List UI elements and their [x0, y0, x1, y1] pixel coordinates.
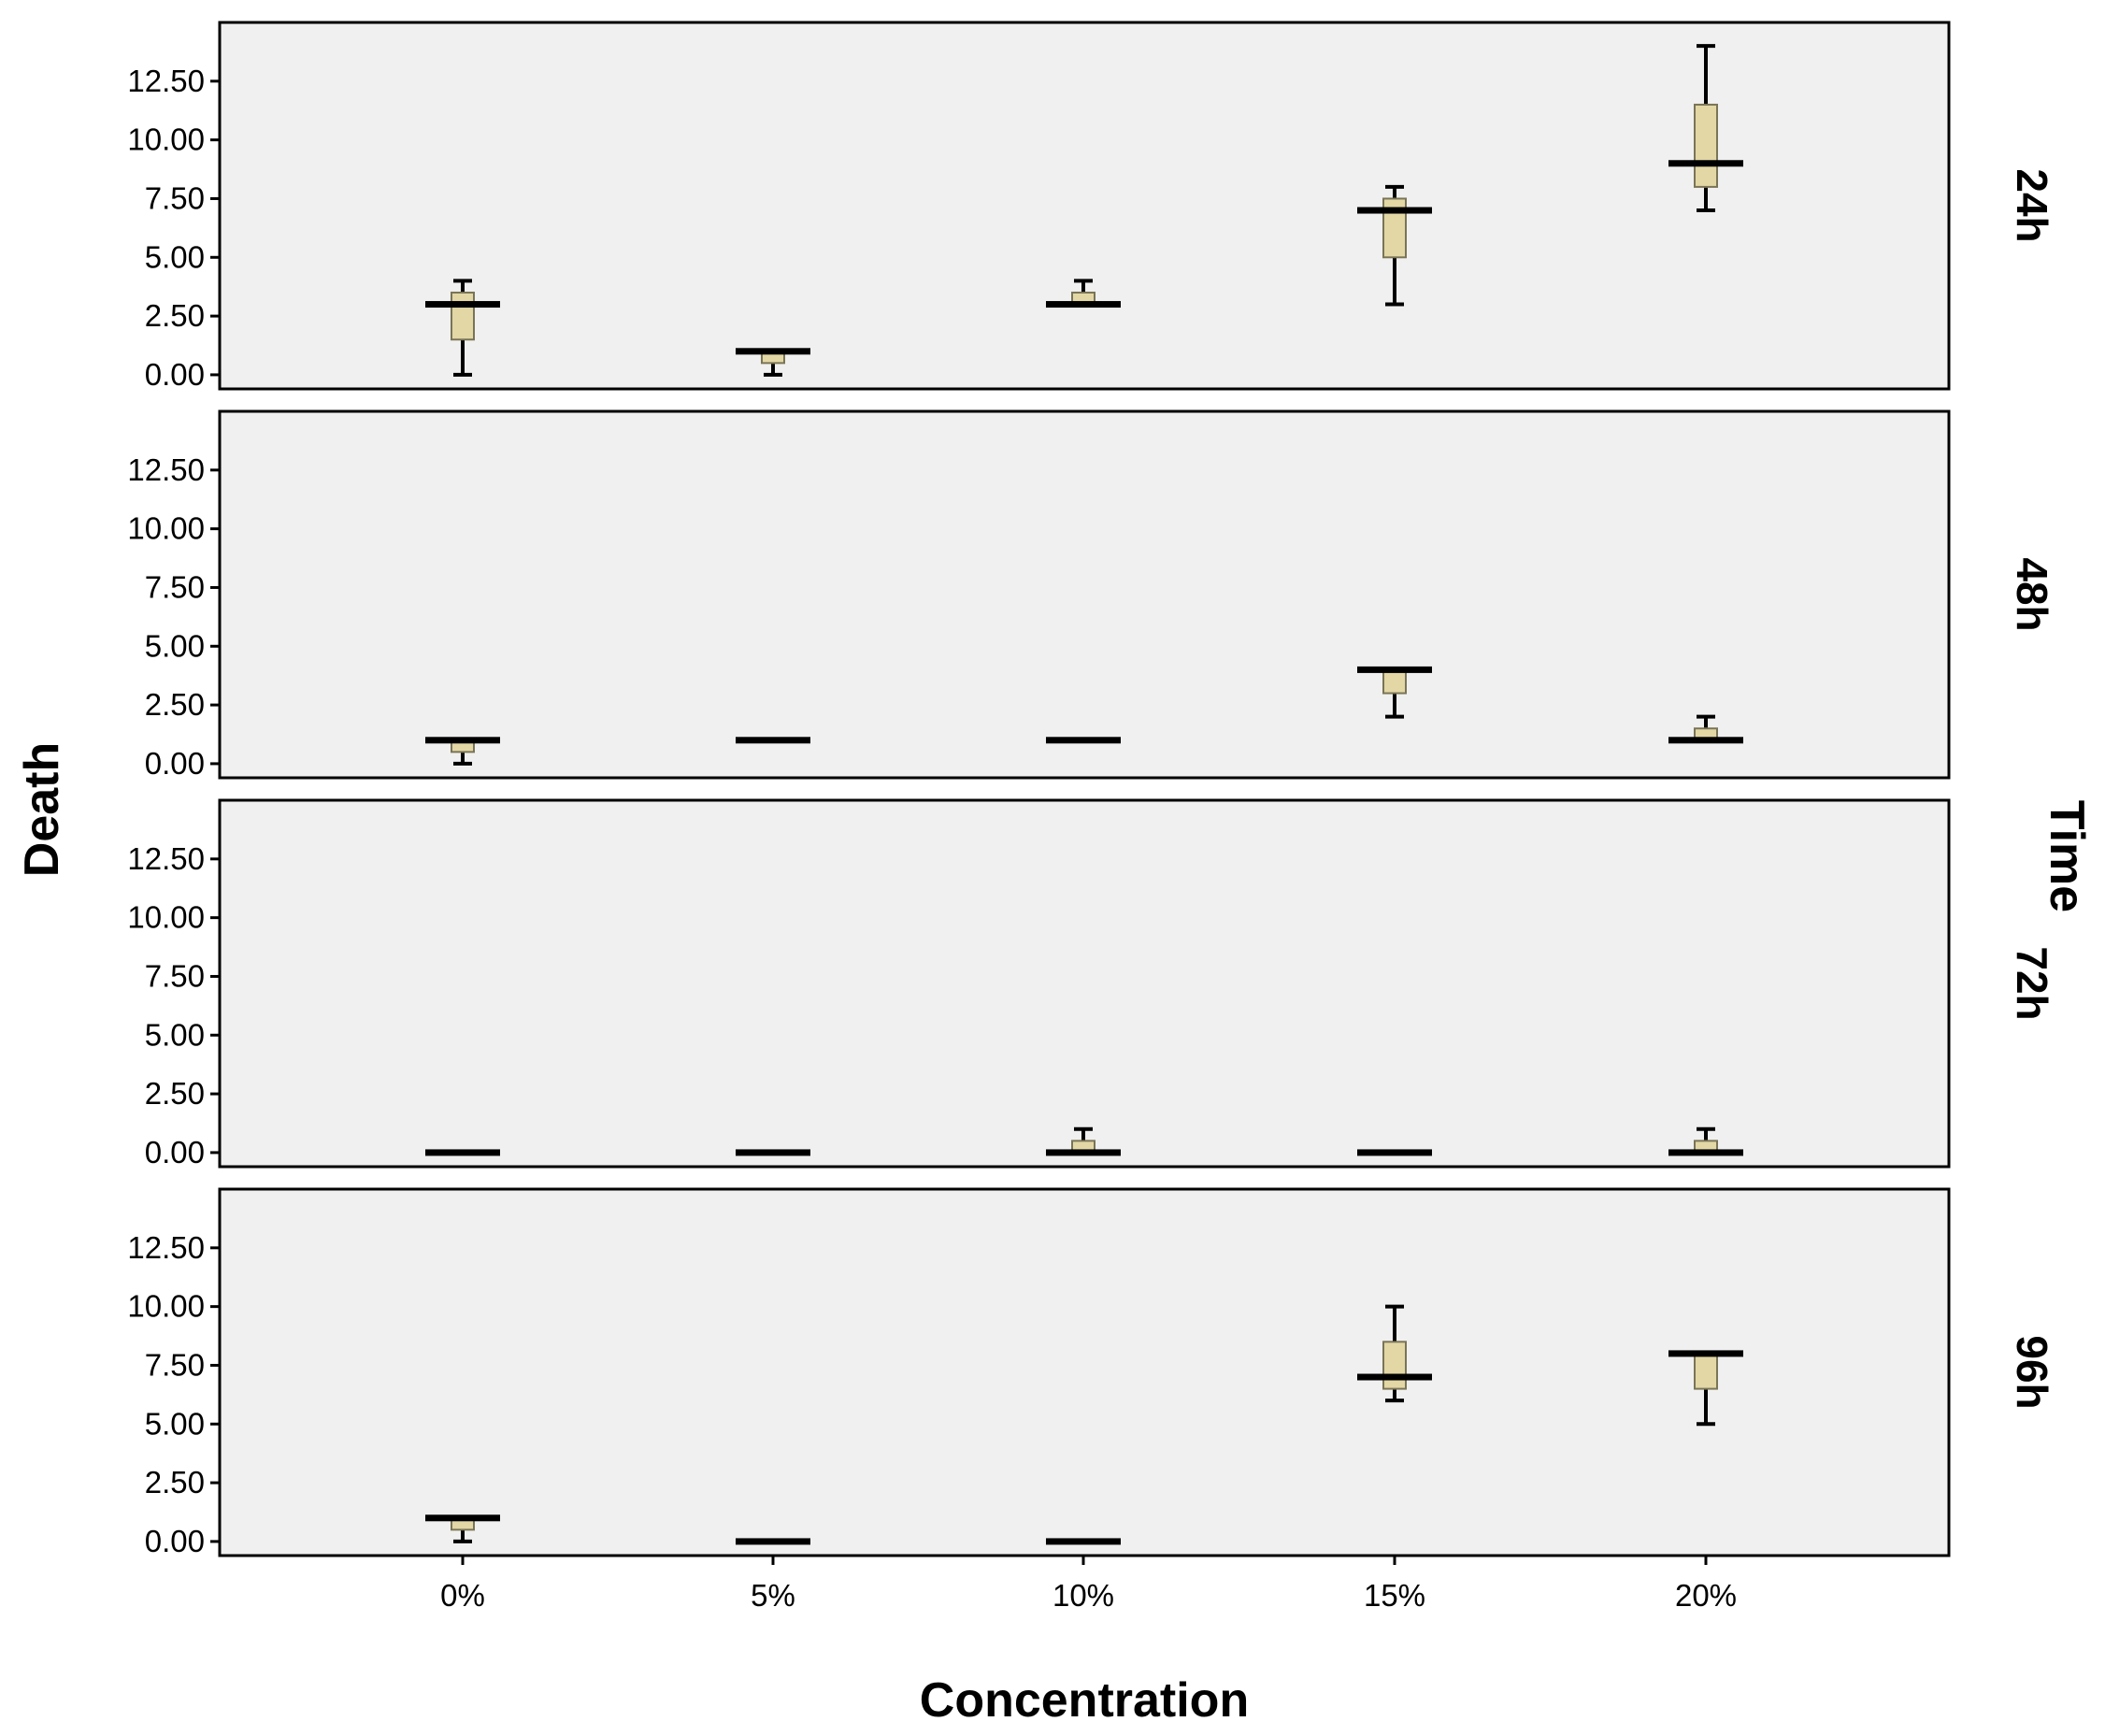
box-20% [1668, 44, 1743, 213]
box-15% [1357, 1304, 1432, 1403]
median-line [425, 301, 500, 308]
x-tick-label: 0% [440, 1578, 485, 1613]
box-5% [736, 1149, 810, 1156]
box-0% [425, 737, 500, 766]
median-line [425, 1149, 500, 1156]
box-15% [1357, 666, 1432, 719]
median-line [1046, 301, 1121, 308]
y-tick-label: 7.50 [145, 1347, 205, 1382]
box-0% [425, 1514, 500, 1543]
panel-frame [218, 21, 1951, 391]
y-tick-label: 7.50 [145, 569, 205, 604]
panel-frame [218, 1187, 1951, 1557]
y-tick-label: 10.00 [127, 1289, 205, 1324]
box-iqr [1694, 1352, 1718, 1390]
median-line [1357, 1373, 1432, 1381]
median-line [1668, 160, 1743, 167]
box-20% [1668, 1126, 1743, 1156]
y-tick-label: 0.00 [145, 1135, 205, 1169]
y-tick-label: 0.00 [145, 357, 205, 392]
box-iqr [1382, 1341, 1407, 1390]
box-5% [736, 1538, 810, 1545]
y-tick-label: 10.00 [127, 511, 205, 546]
panel-label: 96h [2008, 1335, 2056, 1409]
box-5% [736, 737, 810, 744]
box-10% [1046, 1126, 1121, 1156]
median-line [736, 737, 810, 744]
x-axis: 0% 5% 10% 15% 20% [440, 1556, 1737, 1613]
median-line [1668, 1149, 1743, 1156]
y-tick-label: 10.00 [127, 122, 205, 157]
y-tick-label: 5.00 [145, 628, 205, 663]
median-line [1357, 1149, 1432, 1156]
x-tick-label: 5% [751, 1578, 795, 1613]
y-tick-label: 7.50 [145, 180, 205, 215]
y-tick-label: 12.50 [127, 1230, 205, 1265]
y-tick-label: 10.00 [127, 900, 205, 935]
box-0% [425, 1149, 500, 1156]
panel-label: 72h [2008, 946, 2056, 1020]
box-iqr [1694, 103, 1718, 188]
y-tick-label: 2.50 [145, 687, 205, 722]
median-line [1668, 1350, 1743, 1357]
box-iqr [1382, 668, 1407, 695]
y-tick-label: 7.50 [145, 958, 205, 993]
panel-frame [218, 409, 1951, 780]
x-tick-label: 15% [1364, 1578, 1425, 1613]
median-line [1046, 737, 1121, 744]
box-iqr [451, 291, 475, 341]
box-15% [1357, 1149, 1432, 1156]
panel-72h: 0.00 2.50 5.00 7.50 10.00 12.50 72h [127, 798, 2056, 1169]
panel-label: 24h [2008, 168, 2056, 242]
box-20% [1668, 714, 1743, 744]
y-tick-label: 2.50 [145, 1465, 205, 1499]
box-10% [1046, 279, 1121, 308]
panel-frame [218, 798, 1951, 1169]
median-line [425, 1514, 500, 1522]
x-tick-label: 20% [1675, 1578, 1737, 1613]
y-tick-label: 2.50 [145, 1076, 205, 1111]
panels-layer: 0.00 2.50 5.00 7.50 10.00 12.50 24h 0.00 2.50 5.0… [127, 21, 2056, 1558]
y-tick-label: 12.50 [127, 64, 205, 98]
y-tick-label: 12.50 [127, 841, 205, 876]
median-line [1357, 207, 1432, 214]
median-line [1668, 737, 1743, 744]
box-10% [1046, 737, 1121, 744]
facet-axis-title: Time [2040, 800, 2094, 912]
box-15% [1357, 184, 1432, 307]
panel-96h: 0.00 2.50 5.00 7.50 10.00 12.50 96h [127, 1187, 2056, 1558]
y-tick-label: 5.00 [145, 239, 205, 274]
y-tick-label: 2.50 [145, 298, 205, 333]
median-line [425, 737, 500, 744]
median-line [736, 1538, 810, 1545]
median-line [1357, 666, 1432, 673]
median-line [1046, 1538, 1121, 1545]
y-tick-label: 0.00 [145, 746, 205, 781]
panel-48h: 0.00 2.50 5.00 7.50 10.00 12.50 48h [127, 409, 2056, 781]
box-10% [1046, 1538, 1121, 1545]
y-axis-title: Death [15, 742, 69, 877]
box-0% [425, 279, 500, 377]
panel-label: 48h [2008, 557, 2056, 631]
x-axis-title: Concentration [920, 1673, 1249, 1728]
panel-24h: 0.00 2.50 5.00 7.50 10.00 12.50 24h [127, 21, 2056, 392]
y-tick-label: 5.00 [145, 1017, 205, 1052]
x-tick-label: 10% [1052, 1578, 1114, 1613]
y-tick-label: 5.00 [145, 1406, 205, 1441]
box-20% [1668, 1350, 1743, 1427]
median-line [1046, 1149, 1121, 1156]
median-line [736, 348, 810, 355]
y-tick-label: 12.50 [127, 452, 205, 487]
y-tick-label: 0.00 [145, 1524, 205, 1558]
box-5% [736, 348, 810, 377]
median-line [736, 1149, 810, 1156]
